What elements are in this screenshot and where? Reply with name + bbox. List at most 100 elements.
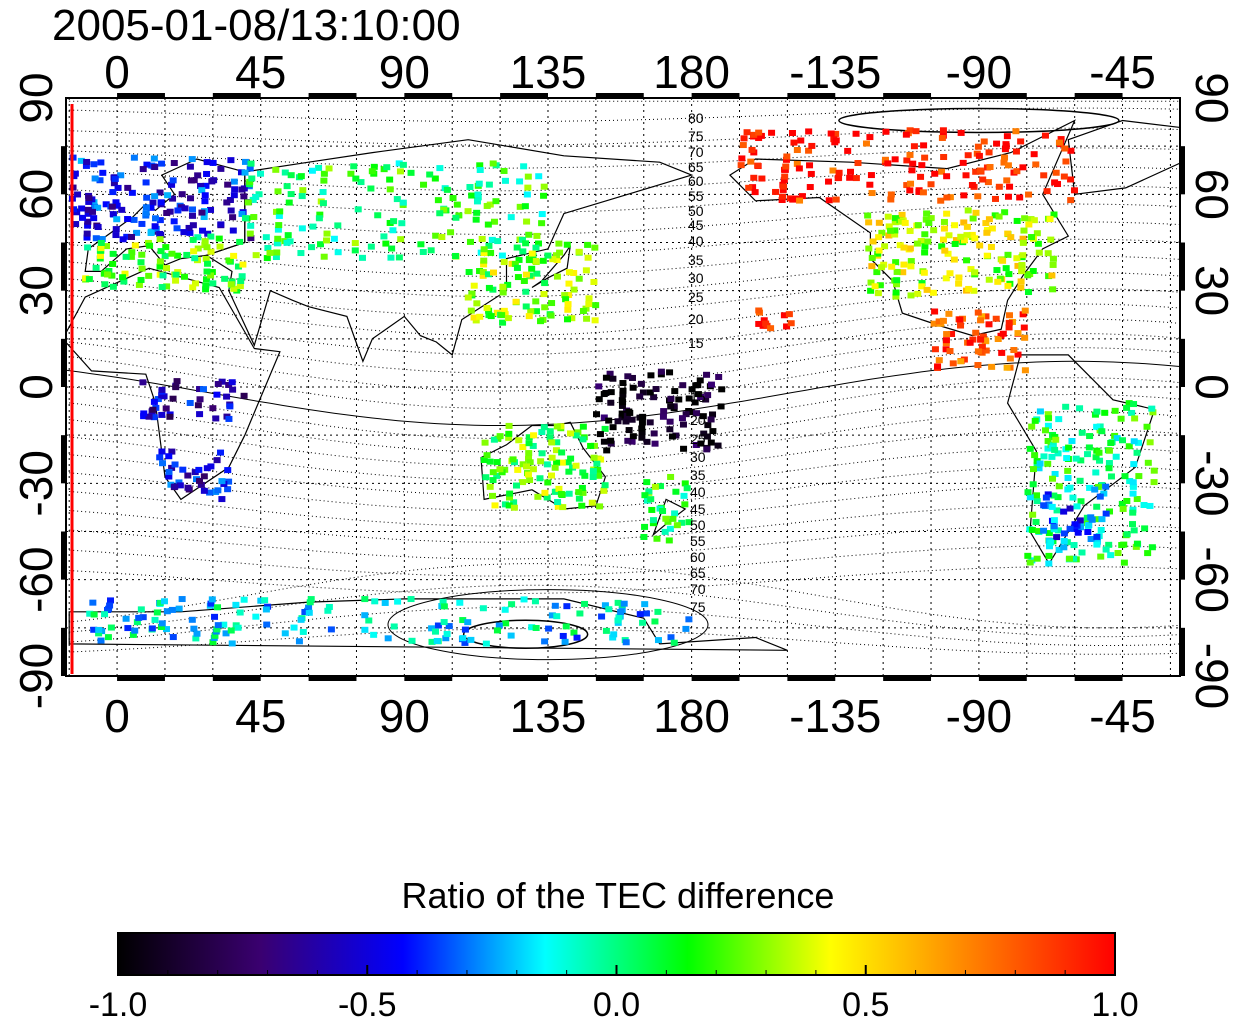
tec-point xyxy=(130,216,138,223)
right-lat-label: 60 xyxy=(1186,169,1238,220)
tec-point xyxy=(179,466,187,473)
tec-point xyxy=(129,631,137,638)
tec-point xyxy=(199,386,207,393)
tec-point xyxy=(1036,408,1044,415)
tec-point xyxy=(1020,227,1028,234)
tec-point xyxy=(284,232,292,239)
tec-point xyxy=(876,282,884,289)
tec-point xyxy=(325,603,333,610)
tec-point xyxy=(532,298,540,305)
tec-point xyxy=(1001,146,1009,153)
tec-point xyxy=(306,599,314,606)
tec-point xyxy=(211,613,219,620)
tec-point xyxy=(97,637,105,644)
tec-point xyxy=(785,311,793,318)
tec-point xyxy=(643,438,651,445)
tec-point xyxy=(1005,271,1013,278)
tec-point xyxy=(628,438,636,445)
tec-point xyxy=(184,472,192,479)
tec-point xyxy=(173,378,181,385)
tec-point xyxy=(636,611,644,618)
tec-point xyxy=(892,293,900,300)
tec-point xyxy=(703,433,711,440)
tec-point xyxy=(864,212,872,219)
tec-point xyxy=(241,158,249,165)
tec-point xyxy=(805,128,813,135)
tec-point xyxy=(1051,179,1059,186)
tec-point xyxy=(944,250,952,257)
tec-point xyxy=(266,249,274,256)
tec-point xyxy=(538,220,546,227)
tec-point xyxy=(1148,405,1156,412)
tec-point xyxy=(1013,217,1021,224)
tec-point xyxy=(994,278,1002,285)
tec-point xyxy=(875,219,883,226)
tec-point xyxy=(582,267,590,274)
contour-label: 75 xyxy=(690,599,706,615)
tec-point xyxy=(169,195,177,202)
tec-point xyxy=(999,330,1007,337)
tec-point xyxy=(516,203,524,210)
tec-point xyxy=(189,206,197,213)
tec-point xyxy=(637,380,645,387)
tec-point xyxy=(180,273,188,280)
tec-point xyxy=(476,162,484,169)
tec-point xyxy=(365,617,373,624)
tec-point xyxy=(1050,211,1058,218)
tec-point xyxy=(538,211,546,218)
tec-point xyxy=(781,166,789,173)
tec-point xyxy=(548,300,556,307)
tec-point xyxy=(646,419,654,426)
tec-point xyxy=(494,238,502,245)
tec-point xyxy=(94,224,102,231)
tec-point xyxy=(559,632,567,639)
tec-point xyxy=(673,522,681,529)
tec-point xyxy=(1144,459,1152,466)
tec-point xyxy=(793,147,801,154)
tec-point xyxy=(490,436,498,443)
tec-point xyxy=(90,626,98,633)
tec-point xyxy=(196,411,204,418)
tec-point xyxy=(600,391,608,398)
tec-point xyxy=(921,243,929,250)
tec-point xyxy=(351,247,359,254)
tec-point xyxy=(1055,416,1063,423)
tec-point xyxy=(131,627,139,634)
tec-point xyxy=(325,165,333,172)
tec-point xyxy=(388,245,396,252)
magnetic-contour xyxy=(66,332,1180,392)
tec-point xyxy=(1044,422,1052,429)
contour-label: 70 xyxy=(688,144,704,160)
tec-point xyxy=(605,606,613,613)
tec-point xyxy=(447,229,455,236)
tec-point xyxy=(993,140,1001,147)
tec-point xyxy=(974,193,982,200)
tec-point xyxy=(1042,494,1050,501)
tec-point xyxy=(917,238,925,245)
tec-point xyxy=(213,391,221,398)
tec-point xyxy=(1045,552,1053,559)
tec-point xyxy=(228,379,236,386)
tec-point xyxy=(806,184,814,191)
tec-point xyxy=(871,283,879,290)
tec-point xyxy=(1049,475,1057,482)
tec-point xyxy=(374,212,382,219)
tec-point xyxy=(506,490,514,497)
tec-point xyxy=(618,402,626,409)
tec-point xyxy=(968,231,976,238)
tec-point xyxy=(1129,490,1137,497)
tec-point xyxy=(135,614,143,621)
tec-point xyxy=(929,289,937,296)
tec-point xyxy=(285,199,293,206)
tec-point xyxy=(394,598,402,605)
tec-point xyxy=(157,623,165,630)
tec-point xyxy=(898,211,906,218)
tec-point xyxy=(104,634,112,641)
tec-point xyxy=(417,241,425,248)
tec-point xyxy=(940,225,948,232)
tec-point xyxy=(991,195,999,202)
tec-point xyxy=(147,229,155,236)
tec-point xyxy=(92,235,100,242)
bottom-lon-label: 90 xyxy=(379,690,430,742)
tec-point xyxy=(203,244,211,251)
